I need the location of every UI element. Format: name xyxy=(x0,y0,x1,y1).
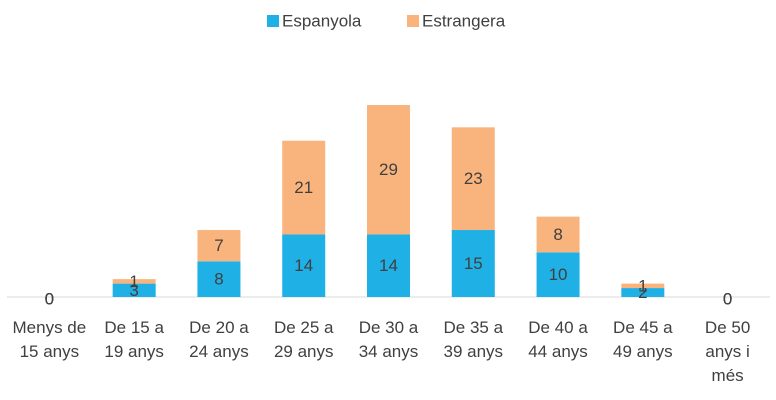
x-tick-label: De 40 a 44 anys xyxy=(528,318,588,361)
data-label: 10 xyxy=(549,265,568,284)
bar-segment xyxy=(197,230,241,262)
data-label: 3 xyxy=(129,281,138,300)
legend-label: Espanyola xyxy=(282,11,362,30)
legend-swatch xyxy=(407,15,419,27)
x-tick-label: Menys de 15 anys xyxy=(12,318,87,361)
bar-segment xyxy=(112,279,156,284)
bar-segment xyxy=(451,127,495,231)
data-label: 21 xyxy=(294,178,313,197)
data-label: 29 xyxy=(379,160,398,179)
legend-swatch xyxy=(267,15,279,27)
data-label: 15 xyxy=(464,254,483,273)
data-label: 1 xyxy=(638,276,647,295)
data-label: 14 xyxy=(294,256,313,275)
data-label: 0 xyxy=(723,289,732,308)
data-label: 0 xyxy=(45,289,54,308)
x-tick-label: De 35 a 39 anys xyxy=(443,318,504,361)
legend-label: Estrangera xyxy=(422,11,506,30)
data-label: 0 xyxy=(723,289,732,308)
data-label: 23 xyxy=(464,169,483,188)
x-tick-label: De 20 a 24 anys xyxy=(189,318,249,361)
x-tick-label: De 30 a 34 anys xyxy=(358,318,419,361)
x-tick-label: De 45 a 49 anys xyxy=(613,318,673,361)
data-label: 0 xyxy=(45,289,54,308)
x-tick-label: De 25 a 29 anys xyxy=(273,318,334,361)
bar-segment xyxy=(367,234,410,297)
bar-segment xyxy=(112,283,156,297)
bar-segment xyxy=(197,261,241,297)
data-label: 8 xyxy=(214,270,223,289)
bar-segment xyxy=(282,140,326,235)
data-label: 1 xyxy=(129,272,138,291)
bar-segment xyxy=(536,216,580,253)
bar-segment xyxy=(367,105,410,235)
x-tick-label: De 15 a 19 anys xyxy=(104,318,164,361)
data-label: 2 xyxy=(638,283,647,302)
bar-segment xyxy=(282,234,326,297)
data-label: 14 xyxy=(379,256,398,275)
data-label: 7 xyxy=(214,236,223,255)
bar-segment xyxy=(621,283,665,289)
bar-segment xyxy=(621,288,665,297)
bar-segment xyxy=(451,230,495,297)
x-tick-label: De 50 anys i més xyxy=(704,318,751,385)
bar-segment xyxy=(536,252,580,297)
data-label: 8 xyxy=(553,225,562,244)
